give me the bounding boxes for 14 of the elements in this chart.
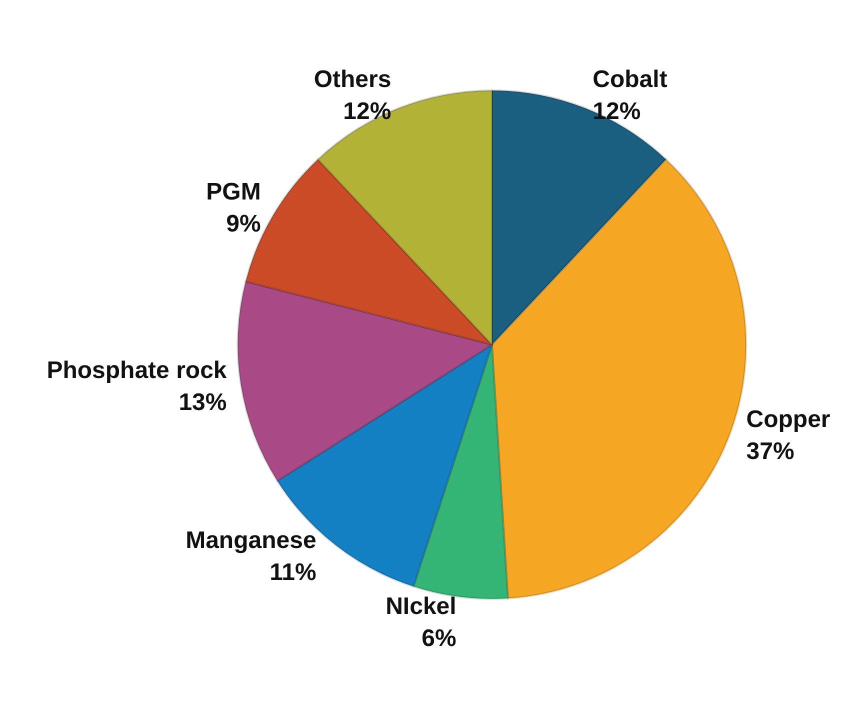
data-label: 9% (226, 210, 261, 238)
data-label: 6% (422, 625, 456, 652)
slice-label: Manganese (186, 527, 316, 554)
data-label: 12% (592, 98, 641, 125)
data-label: 13% (178, 389, 227, 416)
slice-label: NIckel (386, 593, 456, 620)
data-label: 11% (270, 559, 316, 586)
slice-label: Others (314, 66, 392, 93)
slice-label: PGM (206, 178, 261, 206)
slice-label: Phosphate rock (46, 357, 228, 384)
data-label: 37% (746, 438, 794, 465)
slice-label: Cobalt (592, 66, 668, 93)
slice-label: Copper (746, 406, 830, 433)
data-label: 12% (343, 98, 392, 125)
